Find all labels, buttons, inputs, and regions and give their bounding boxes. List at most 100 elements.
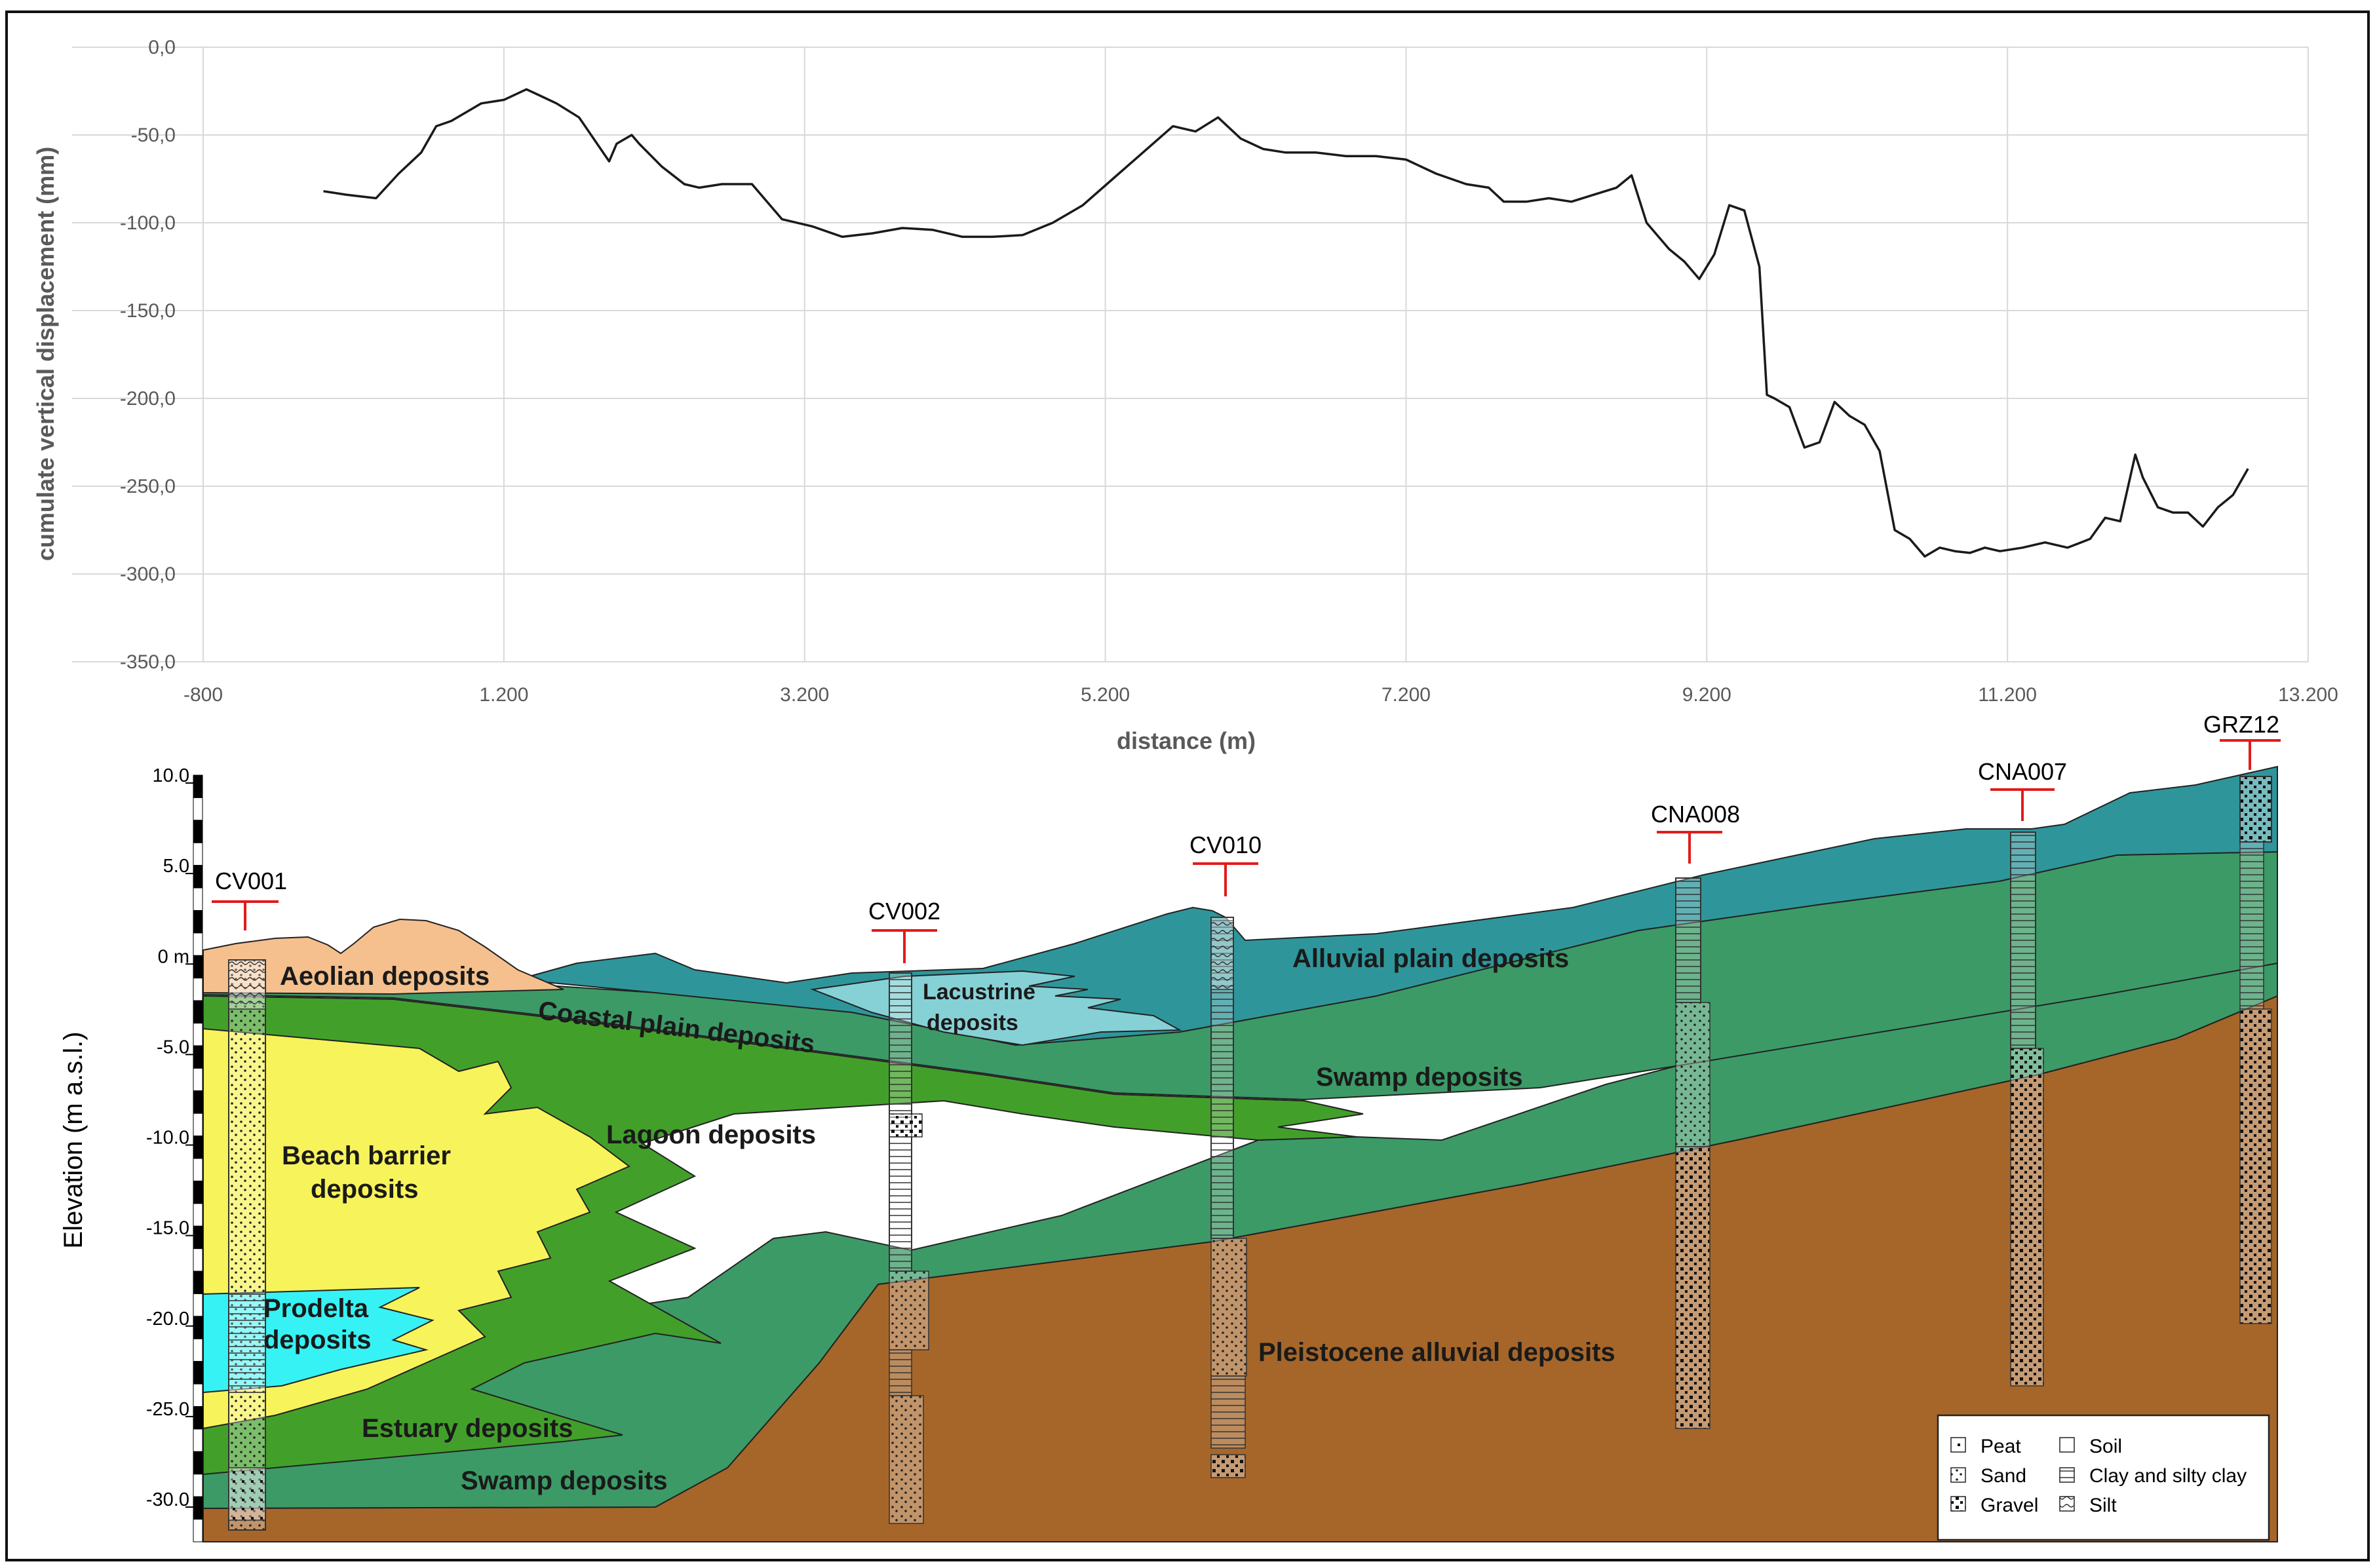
elevation-tick-label: -20.0 [146,1309,189,1329]
elevation-tick-label: -30.0 [146,1489,189,1510]
y-tick-label: -150,0 [120,300,176,322]
scale-bar-segment [193,1519,203,1542]
scale-bar-segment [193,978,203,1001]
svg-text:Soil: Soil [2089,1436,2122,1457]
x-tick-label: 7.200 [1382,684,1431,706]
displacement-series-line [323,88,2249,558]
legend-item-soil: Soil [2059,1436,2122,1457]
lithology-legend: Peat Sand Gravel Soil Clay and silty cla… [1937,1414,2270,1541]
label-estuary: Estuary deposits [362,1414,573,1443]
svg-text:Clay and silty clay: Clay and silty clay [2089,1465,2247,1487]
elevation-tick-label: 5.0 [163,856,189,877]
scale-bar-segment [193,1090,203,1114]
label-prodelta-1: Prodelta [263,1294,369,1323]
x-tick-label: 1.200 [479,684,528,706]
scale-bar-segment [193,865,203,889]
scale-bar-segment [193,1067,203,1092]
label-lacustrine-2: deposits [927,1010,1018,1035]
elevation-tick-label: -5.0 [157,1037,189,1058]
svg-text:Sand: Sand [1981,1465,2026,1487]
borehole-cna008 [1675,877,1710,1429]
elevation-tick-label: -10.0 [146,1128,189,1149]
svg-text:CV002: CV002 [868,898,940,925]
scale-bar-segment [193,1293,203,1317]
scale-bar-segment [193,1361,203,1385]
svg-text:CNA007: CNA007 [1978,758,2067,785]
scale-bar-segment [193,797,203,821]
elevation-tick-label: 0 m [158,946,189,967]
elevation-tick-label: 10.0 [153,765,189,786]
scale-bar-segment [193,1271,203,1294]
borehole-marker-grz12: GRZ12 [2203,711,2281,770]
x-tick-label: 9.200 [1682,684,1731,706]
borehole-cv002 [889,972,929,1524]
x-tick-labels: -800 1.200 3.200 5.200 7.200 9.200 11.200 13.20… [184,684,2338,706]
scale-bar-segment [193,774,203,798]
scale-bar-segment [193,1451,203,1475]
borehole-cv010 [1210,917,1247,1478]
label-alluvial-plain: Alluvial plain deposits [1292,944,1569,973]
y-tick-label: -50,0 [131,124,176,146]
borehole-marker-cna007: CNA007 [1978,758,2067,821]
borehole-grz12 [2239,776,2272,1324]
scale-bar-segment [193,1158,203,1181]
svg-text:Gravel: Gravel [1981,1495,2038,1516]
elevation-tick-labels: 10.0 5.0 0 m -5.0 -10.0 -15.0 -20.0 -25.0 -30.0 [146,765,193,1510]
x-axis-title: distance (m) [1117,727,1256,754]
scale-bar-segment [193,1180,203,1204]
label-swamp-upper: Swamp deposits [1316,1063,1523,1092]
y-tick-label: -350,0 [120,651,176,673]
scale-bar-segment [193,1225,203,1250]
borehole-marker-cv010: CV010 [1189,832,1262,896]
borehole-cv001 [228,959,266,1531]
label-prodelta-2: deposits [263,1326,371,1354]
chart-gridlines [72,47,2309,662]
scale-bar-segment [193,909,203,934]
label-pleistocene: Pleistocene alluvial deposits [1258,1338,1615,1367]
scale-bar-segment [193,1338,203,1362]
svg-text:CNA008: CNA008 [1651,801,1740,828]
scale-bar-segment [193,1045,203,1069]
scale-bar-segment [193,842,203,866]
elevation-tick-label: -25.0 [146,1399,189,1420]
y-tick-labels: 0,0 -50,0 -100,0 -150,0 -200,0 -250,0 -300,0 -3… [120,37,176,673]
svg-text:GRZ12: GRZ12 [2203,711,2279,738]
elevation-axis-title: Elevation (m a.s.l.) [59,1031,88,1248]
scale-bar-segment [193,887,203,911]
scale-bar-segment [193,1136,203,1159]
y-tick-label: 0,0 [148,37,176,58]
scale-bar-segment [193,955,203,979]
legend-item-sand: Sand [1950,1465,2026,1487]
scale-bar-segment [193,1496,203,1520]
borehole-marker-cna008: CNA008 [1651,801,1740,864]
borehole-marker-cv001: CV001 [212,868,287,930]
unit-aeolian [203,918,564,995]
label-lagoon: Lagoon deposits [606,1120,816,1149]
svg-text:Silt: Silt [2089,1495,2117,1516]
borehole-marker-cv002: CV002 [868,898,940,963]
y-tick-label: -300,0 [120,564,176,585]
legend-item-gravel: Gravel [1950,1495,2038,1516]
scale-bar-segment [193,1428,203,1452]
scale-bar-segment [193,1203,203,1227]
scale-bar-segment [193,1383,203,1407]
scale-bar-segment [193,1474,203,1497]
scale-bar-segment [193,1113,203,1137]
label-swamp-lower: Swamp deposits [461,1466,668,1495]
elevation-scale-bar [193,774,203,1542]
x-tick-label: 5.200 [1081,684,1130,706]
scale-bar-segment [193,1000,203,1024]
x-tick-label: 13.200 [2278,684,2338,706]
legend-item-silt: Silt [2059,1495,2117,1516]
svg-text:CV010: CV010 [1189,832,1262,858]
legend-item-clay: Clay and silty clay [2059,1465,2247,1487]
borehole-cna007 [2010,832,2044,1386]
y-tick-label: -200,0 [120,388,176,410]
scale-bar-segment [193,1023,203,1046]
y-axis-title: cumulate vertical displacement (mm) [32,147,59,561]
scale-bar-segment [193,1248,203,1272]
geological-cross-section: 10.05.00 m-5.0-10.0-15.0-20.0-25.0-30.0 … [59,711,2281,1542]
x-tick-label: 3.200 [780,684,829,706]
svg-text:CV001: CV001 [215,868,287,894]
